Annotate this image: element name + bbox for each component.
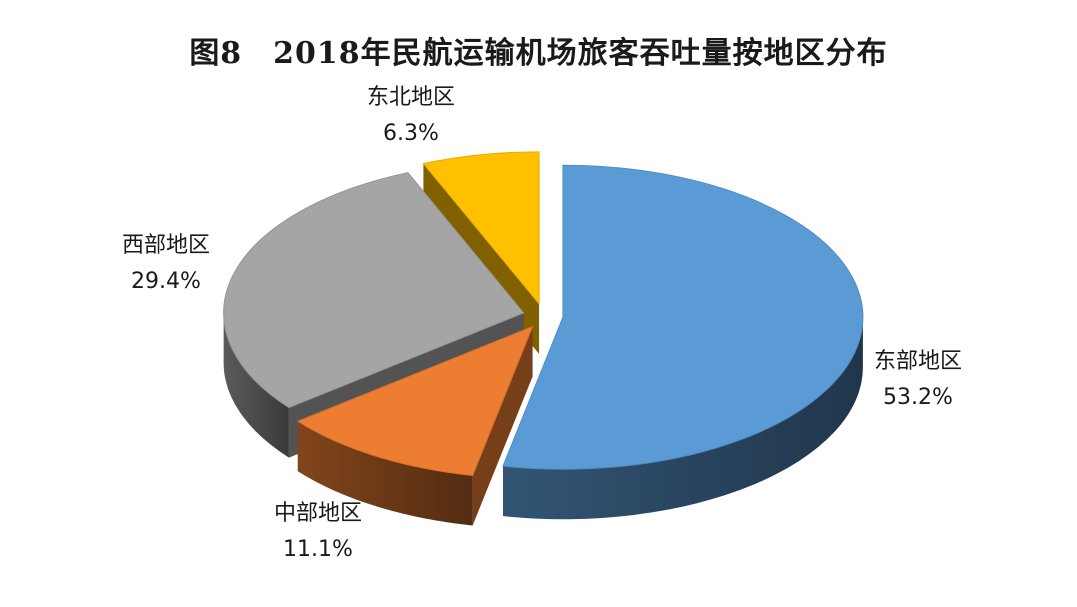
slice-top-west <box>223 172 525 409</box>
slice-label-west: 西部地区 29.4% <box>122 228 210 300</box>
slice-value-west: 29.4% <box>131 269 201 294</box>
slice-top-east <box>502 164 864 470</box>
slice-name-northeast: 东北地区 <box>366 85 456 110</box>
slice-name-west: 西部地区 <box>121 233 211 258</box>
chart-title: 图8 2018年民航运输机场旅客吞吐量按地区分布 <box>189 36 888 71</box>
slice-outer-wall-central-0 <box>297 421 473 526</box>
slice-value-east: 53.2% <box>883 385 953 410</box>
slice-label-east: 东部地区 53.2% <box>874 344 962 416</box>
slice-label-northeast: 东北地区 6.3% <box>367 80 455 152</box>
slice-name-central: 中部地区 <box>273 501 363 526</box>
slice-value-northeast: 6.3% <box>383 121 439 146</box>
slice-name-east: 东部地区 <box>873 349 963 374</box>
slice-top-northeast <box>422 151 540 306</box>
pie-slice-central <box>296 325 534 526</box>
slice-top-central <box>296 325 534 477</box>
slice-label-central: 中部地区 11.1% <box>274 496 362 568</box>
slice-value-central: 11.1% <box>283 537 353 562</box>
slice-outer-wall-west-0 <box>223 312 289 458</box>
pie-slice-east <box>502 164 864 520</box>
